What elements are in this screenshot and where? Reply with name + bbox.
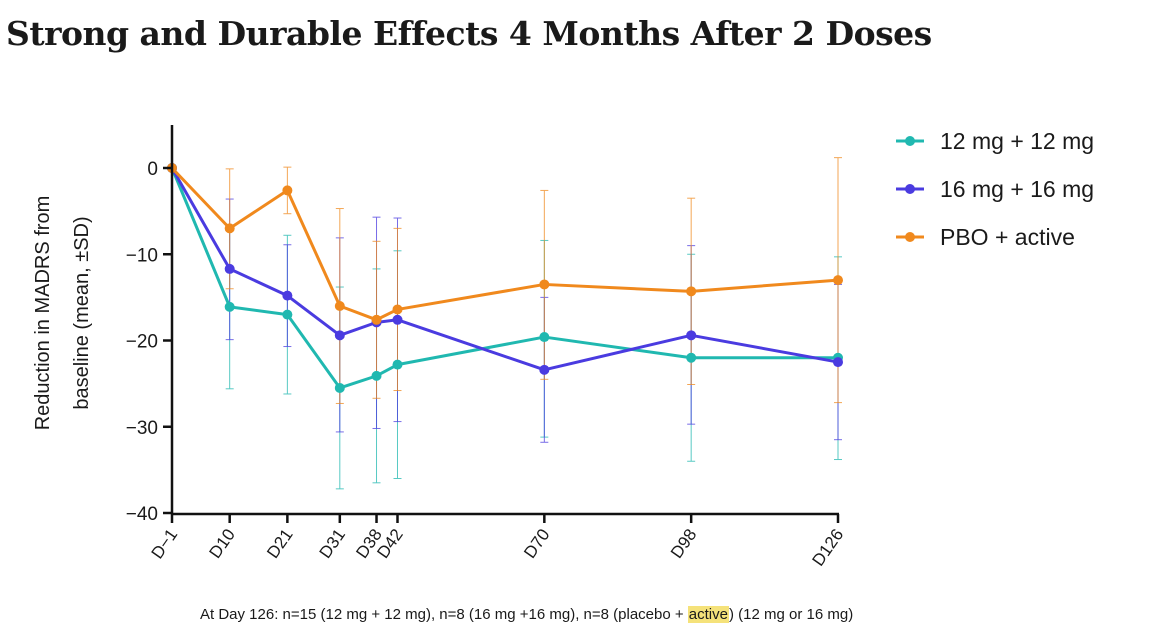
legend-swatch-marker xyxy=(905,184,915,194)
y-tick-label: −40 xyxy=(126,504,158,525)
data-point xyxy=(371,314,382,325)
legend-label: PBO + active xyxy=(940,224,1075,250)
error-bars xyxy=(225,157,842,490)
legend-item: 16 mg + 16 mg xyxy=(896,176,1094,202)
y-axis-ticks: 0 −10 −20 −30 −40 xyxy=(126,159,172,525)
y-tick-label: −20 xyxy=(126,332,158,353)
data-point xyxy=(392,359,403,370)
footnote-highlight: active xyxy=(687,606,729,623)
x-tick-label: D21 xyxy=(263,525,296,561)
data-point xyxy=(334,382,345,393)
footnote-text: At Day 126: n=15 (12 mg + 12 mg), n=8 (1… xyxy=(200,606,688,623)
y-tick-label: −30 xyxy=(126,418,158,439)
x-tick-label: D10 xyxy=(206,525,239,561)
series-line xyxy=(170,167,839,372)
legend-item: PBO + active xyxy=(896,224,1075,250)
legend-swatch-marker xyxy=(905,232,915,242)
y-axis-label-line-1: Reduction in MADRS from xyxy=(32,196,54,431)
data-point xyxy=(282,185,293,196)
data-point xyxy=(539,279,550,290)
data-point xyxy=(686,352,697,363)
y-tick-label: −10 xyxy=(126,245,158,266)
series-lines xyxy=(170,166,839,390)
data-point xyxy=(392,314,403,325)
data-point xyxy=(833,357,843,368)
x-tick-label: D42 xyxy=(373,525,406,561)
footnote-text-end: ) (12 mg or 16 mg) xyxy=(728,606,854,623)
data-point xyxy=(392,304,403,315)
axes xyxy=(170,125,839,516)
data-point xyxy=(334,330,345,341)
data-point xyxy=(686,330,697,341)
y-axis-label: Reduction in MADRS from baseline (mean, … xyxy=(32,196,93,431)
data-point xyxy=(371,370,382,381)
data-point xyxy=(282,290,293,301)
data-point xyxy=(686,286,697,297)
y-tick-label: 0 xyxy=(147,159,158,180)
data-point xyxy=(833,275,843,286)
data-point xyxy=(224,263,235,274)
madrs-line-chart: Reduction in MADRS from baseline (mean, … xyxy=(32,125,1094,570)
data-point xyxy=(539,332,550,343)
footnote: At Day 126: n=15 (12 mg + 12 mg), n=8 (1… xyxy=(200,606,853,623)
data-point xyxy=(224,223,235,234)
x-tick-label: D31 xyxy=(316,525,349,561)
page-title: Strong and Durable Effects 4 Months Afte… xyxy=(6,14,932,53)
legend-item: 12 mg + 12 mg xyxy=(896,128,1094,154)
legend-label: 16 mg + 16 mg xyxy=(940,176,1094,202)
series-line xyxy=(170,166,839,322)
data-point xyxy=(334,301,345,311)
x-tick-label: D−1 xyxy=(148,525,182,562)
legend-swatch-marker xyxy=(905,136,915,146)
data-point xyxy=(539,364,550,375)
x-tick-label: D98 xyxy=(667,525,700,561)
data-point xyxy=(282,309,293,320)
x-tick-label: D70 xyxy=(520,525,553,561)
y-axis-label-line-2: baseline (mean, ±SD) xyxy=(71,216,93,409)
series-points xyxy=(167,163,843,393)
data-point xyxy=(224,301,235,312)
legend-label: 12 mg + 12 mg xyxy=(940,128,1094,154)
x-tick-label: D126 xyxy=(808,525,847,569)
legend: 12 mg + 12 mg 16 mg + 16 mg PBO + active xyxy=(896,128,1094,250)
